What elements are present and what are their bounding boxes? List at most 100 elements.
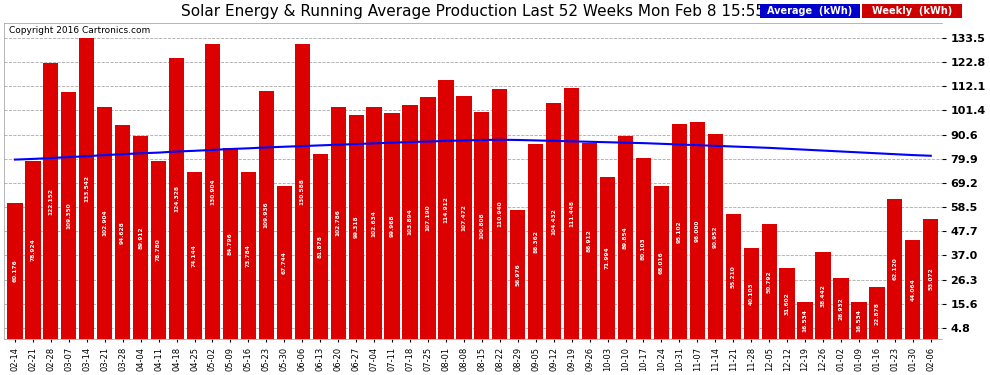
Text: 80.103: 80.103	[641, 237, 645, 260]
FancyBboxPatch shape	[760, 4, 860, 18]
Text: 102.786: 102.786	[336, 210, 341, 237]
Text: 86.912: 86.912	[587, 230, 592, 252]
Bar	[61, 92, 76, 339]
Text: 73.784: 73.784	[246, 244, 250, 267]
Bar	[205, 44, 220, 339]
Bar	[150, 161, 166, 339]
Text: 89.912: 89.912	[139, 226, 144, 249]
Bar	[79, 38, 94, 339]
Text: 89.854: 89.854	[623, 226, 628, 249]
FancyBboxPatch shape	[862, 4, 962, 18]
Text: 78.924: 78.924	[31, 238, 36, 261]
Text: 86.362: 86.362	[534, 230, 539, 253]
Text: 90.952: 90.952	[713, 225, 718, 248]
Text: 84.796: 84.796	[228, 232, 233, 255]
Text: 68.016: 68.016	[659, 251, 664, 274]
Text: 60.176: 60.176	[13, 260, 18, 282]
Text: 22.878: 22.878	[874, 302, 879, 325]
Bar	[276, 186, 292, 339]
Bar	[851, 302, 866, 339]
Text: 44.064: 44.064	[911, 278, 916, 301]
Bar	[708, 134, 723, 339]
Text: 104.432: 104.432	[551, 208, 556, 235]
Text: Weekly  (kWh): Weekly (kWh)	[872, 6, 952, 16]
Text: 107.472: 107.472	[461, 204, 466, 231]
Text: 99.968: 99.968	[389, 215, 395, 237]
Text: 95.102: 95.102	[677, 220, 682, 243]
Bar	[7, 203, 23, 339]
Text: 16.534: 16.534	[856, 309, 861, 332]
Bar	[169, 58, 184, 339]
Bar	[223, 148, 238, 339]
Text: 103.894: 103.894	[408, 209, 413, 235]
Bar	[816, 252, 831, 339]
Text: Copyright 2016 Cartronics.com: Copyright 2016 Cartronics.com	[9, 26, 150, 35]
Bar	[779, 268, 795, 339]
Text: 50.792: 50.792	[766, 270, 771, 293]
Text: 53.072: 53.072	[929, 268, 934, 291]
Bar	[133, 136, 148, 339]
Text: 94.628: 94.628	[120, 221, 125, 244]
Text: 109.350: 109.350	[66, 202, 71, 229]
Bar	[923, 219, 939, 339]
Bar	[241, 172, 256, 339]
Text: 81.878: 81.878	[318, 235, 323, 258]
Bar	[187, 172, 202, 339]
Bar	[869, 287, 884, 339]
Bar	[313, 154, 328, 339]
Bar	[366, 107, 382, 339]
Bar	[456, 96, 471, 339]
Bar	[798, 302, 813, 339]
Bar	[331, 107, 346, 339]
Text: 56.976: 56.976	[515, 263, 521, 286]
Text: 74.144: 74.144	[192, 244, 197, 267]
Text: 62.120: 62.120	[892, 258, 897, 280]
Bar	[402, 105, 418, 339]
Text: 102.634: 102.634	[371, 210, 376, 237]
Title: Solar Energy & Running Average Production Last 52 Weeks Mon Feb 8 15:55: Solar Energy & Running Average Productio…	[181, 4, 765, 19]
Text: 109.936: 109.936	[264, 202, 269, 228]
Text: 99.318: 99.318	[353, 216, 358, 238]
Bar	[258, 91, 274, 339]
Bar	[295, 44, 310, 339]
Bar	[564, 87, 579, 339]
Text: 100.808: 100.808	[479, 212, 484, 238]
Bar	[115, 126, 131, 339]
Text: 40.103: 40.103	[748, 282, 753, 305]
Text: 130.588: 130.588	[300, 178, 305, 205]
Text: 67.744: 67.744	[282, 251, 287, 274]
Text: 111.448: 111.448	[569, 200, 574, 227]
Bar	[492, 88, 508, 339]
Bar	[421, 97, 436, 339]
Bar	[26, 161, 41, 339]
Text: 55.210: 55.210	[731, 265, 736, 288]
Text: 133.542: 133.542	[84, 175, 89, 202]
Text: 102.904: 102.904	[102, 210, 107, 236]
Bar	[384, 113, 400, 339]
Bar	[761, 224, 777, 339]
Bar	[726, 214, 741, 339]
Text: 124.328: 124.328	[174, 185, 179, 212]
Bar	[672, 124, 687, 339]
Text: 78.780: 78.780	[156, 239, 161, 261]
Text: 122.152: 122.152	[49, 188, 53, 214]
Bar	[887, 199, 903, 339]
Bar	[582, 143, 597, 339]
Text: 31.602: 31.602	[785, 292, 790, 315]
Bar	[653, 186, 669, 339]
Bar	[546, 104, 561, 339]
Bar	[905, 240, 921, 339]
Bar	[510, 210, 526, 339]
Bar	[636, 158, 651, 339]
Bar	[528, 144, 544, 339]
Bar	[439, 80, 453, 339]
Bar	[474, 111, 489, 339]
Text: 110.940: 110.940	[497, 201, 502, 227]
Text: 71.994: 71.994	[605, 246, 610, 269]
Text: 130.904: 130.904	[210, 178, 215, 205]
Text: 38.442: 38.442	[821, 284, 826, 307]
Text: 26.932: 26.932	[839, 297, 843, 320]
Bar	[600, 177, 615, 339]
Bar	[834, 278, 848, 339]
Text: 16.534: 16.534	[803, 309, 808, 332]
